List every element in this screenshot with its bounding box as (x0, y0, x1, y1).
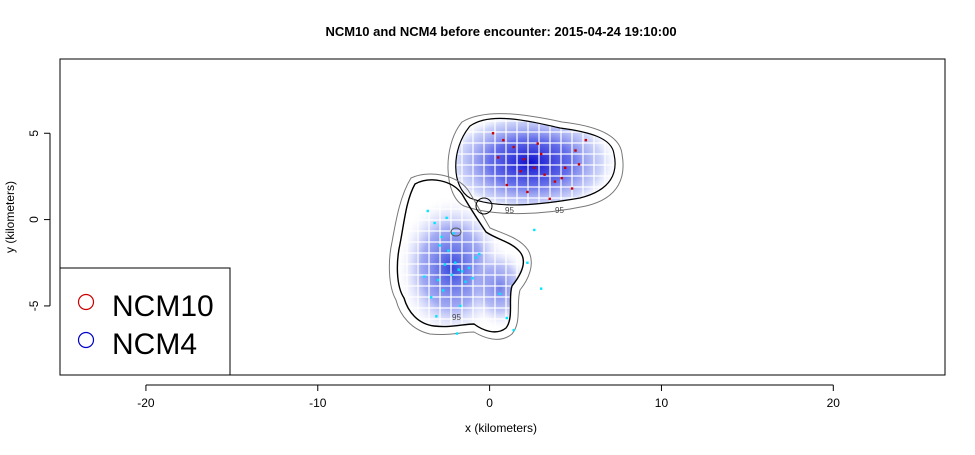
legend-box (59, 267, 231, 376)
ncm4-point (474, 256, 478, 259)
ncm10-outer-contour (447, 113, 624, 215)
chart-title: NCM10 and NCM4 before encounter: 2015-04… (325, 24, 676, 39)
plot-frame (59, 58, 946, 376)
ncm4-point (457, 268, 460, 271)
ncm4-point (454, 261, 457, 264)
legend: NCM10 NCM4 (59, 267, 231, 376)
y-tick-label: 0 (27, 216, 41, 223)
ncm4-point (423, 275, 426, 278)
y-axis: 5 0 -5 (27, 130, 51, 311)
x-tick-label: -10 (309, 396, 327, 410)
ncm4-point (467, 266, 471, 270)
y-axis-label: y (kilometers) (3, 181, 17, 253)
ncm10-point (497, 156, 500, 159)
ncm10-point (533, 166, 536, 169)
ncm10-inner-contour (455, 117, 616, 206)
ncm10-density (455, 118, 616, 205)
ncm10-point (584, 138, 588, 142)
legend-marker-ncm4 (77, 331, 95, 349)
legend-label-ncm4: NCM4 (112, 328, 197, 361)
ncm4-small-contour-2 (450, 227, 462, 237)
ncm4-point (464, 280, 467, 283)
y-tick-label: -5 (27, 300, 41, 311)
ncm10-point (560, 176, 563, 180)
x-tick-label: 10 (655, 396, 669, 410)
ncm4-point (426, 209, 429, 213)
ncm4-point (478, 252, 481, 256)
ncm4-point (512, 328, 515, 332)
ncm10-point (512, 145, 515, 149)
ncm4-small-contour (475, 197, 493, 215)
ncm4-point (429, 296, 433, 299)
ncm4-point (443, 263, 447, 266)
ncm10-point (564, 166, 567, 169)
ncm10-point (539, 152, 543, 156)
ncm10-point (522, 157, 526, 161)
ncm4-point (440, 235, 443, 239)
ncm10-point (543, 173, 546, 176)
ncm4-point (455, 332, 459, 335)
ncm10-point (570, 187, 574, 190)
ncm10-point (536, 142, 539, 145)
ncm10-point (553, 180, 557, 183)
ncm10-point (491, 132, 495, 135)
ncm4-point (435, 315, 438, 318)
ncm10-point (519, 170, 522, 173)
ncm4-point (433, 221, 436, 225)
ncm10-point (526, 190, 529, 194)
ncm10-point (574, 149, 577, 152)
x-axis: -20 -10 0 10 20 (137, 384, 841, 410)
contour-label-2: 95 (555, 206, 564, 215)
x-axis-label: x (kilometers) (465, 421, 537, 435)
ncm4-point (526, 261, 529, 264)
ncm4-inner-contour (396, 179, 524, 333)
legend-marker-ncm10 (77, 293, 95, 311)
contours (388, 113, 624, 340)
ncm4-point (471, 277, 474, 280)
contour-label-3: 95 (452, 313, 461, 322)
ncm4-point (498, 292, 502, 296)
ncm4-point (505, 316, 508, 320)
y-tick-label: 5 (27, 130, 41, 137)
ncm4-point (450, 273, 454, 277)
ncm4-point (447, 249, 450, 252)
x-tick-label: 0 (486, 396, 493, 410)
points-layer (423, 132, 588, 335)
ncm4-point (460, 270, 464, 273)
ncm10-point (577, 163, 581, 166)
ncm4-point (445, 216, 448, 220)
ncm4-point (533, 228, 536, 232)
ncm4-point (442, 289, 445, 292)
ncm4-point (459, 304, 462, 308)
ncm4-outer-contour (388, 173, 532, 340)
ncm4-point (438, 244, 441, 247)
x-tick-label: -20 (137, 396, 155, 410)
ncm4-point (539, 287, 543, 290)
x-tick-label: 20 (827, 396, 841, 410)
ncm4-point (452, 232, 455, 235)
ncm10-point (548, 197, 551, 201)
ncm4-point (436, 278, 440, 282)
contour-label-1: 95 (505, 206, 514, 215)
ncm10-point (502, 138, 505, 142)
legend-label-ncm10: NCM10 (112, 290, 214, 323)
ncm10-point (505, 183, 508, 187)
